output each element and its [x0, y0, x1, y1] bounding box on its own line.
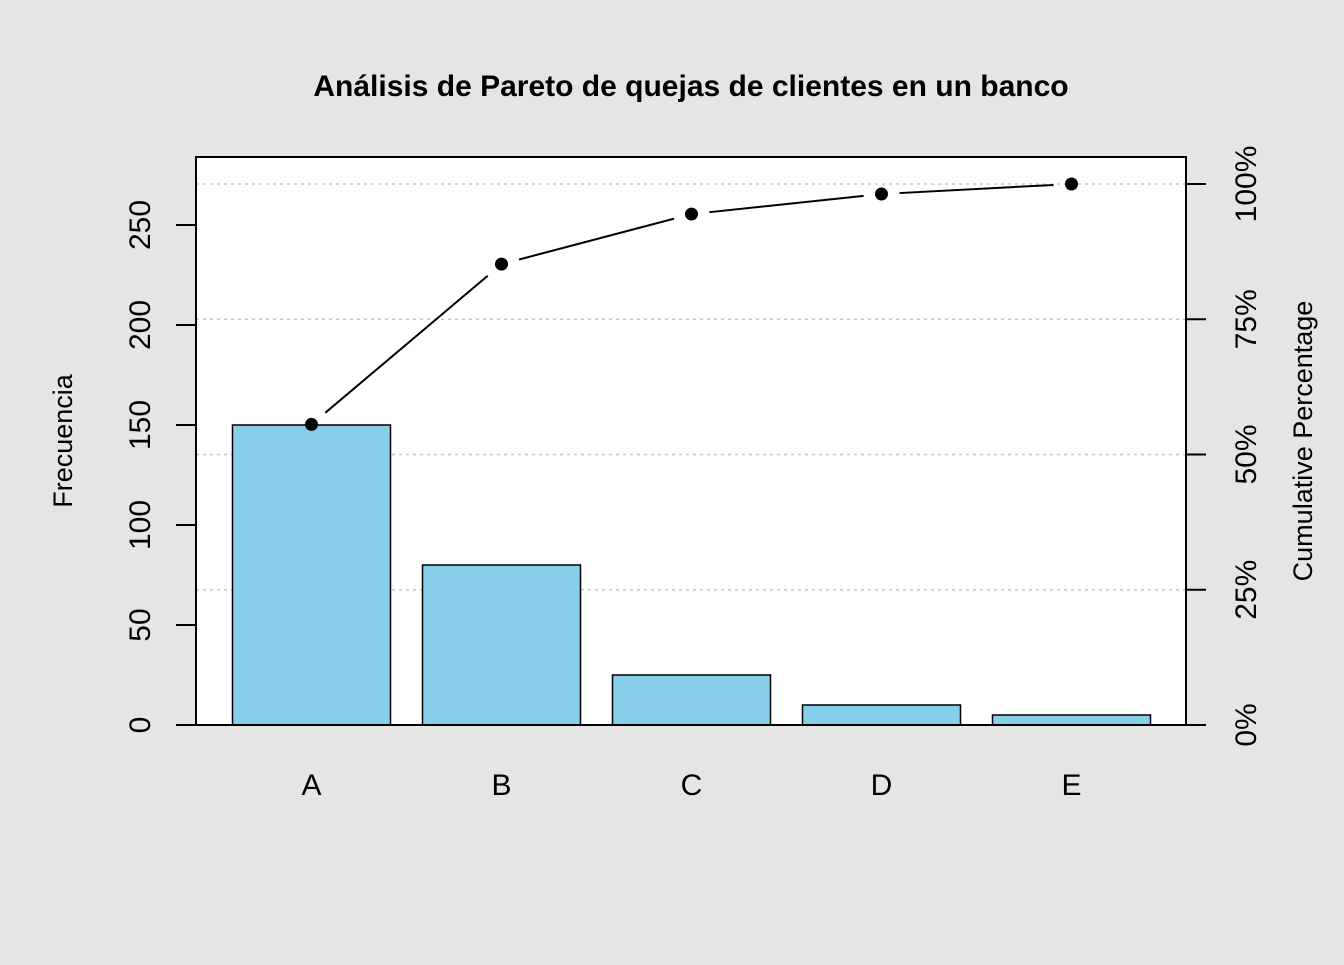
bar-C	[611, 674, 772, 726]
right-tick-label-75: 75%	[1230, 289, 1263, 349]
cumulative-point-A	[305, 417, 318, 431]
bar-E	[991, 714, 1152, 726]
category-label-D: D	[871, 769, 893, 802]
right-tick-label-25: 25%	[1230, 560, 1263, 620]
category-label-C: C	[681, 769, 703, 802]
cumulative-point-C	[685, 207, 698, 221]
left-tick-label-100: 100	[124, 500, 157, 550]
right-tick-label-0: 0%	[1230, 703, 1263, 746]
left-tick-label-200: 200	[124, 300, 157, 350]
chart-title: Análisis de Pareto de quejas de clientes…	[313, 70, 1068, 103]
cumulative-segment-2	[709, 194, 864, 214]
cumulative-point-B	[495, 257, 508, 271]
cumulative-segment-3	[899, 183, 1054, 195]
cumulative-point-D	[875, 187, 888, 201]
bars-layer	[231, 424, 1152, 726]
category-label-A: A	[301, 769, 321, 802]
cumulative-point-E	[1065, 177, 1078, 191]
left-tick-label-150: 150	[124, 400, 157, 450]
bar-A	[231, 424, 392, 726]
right-axis: 0% 25% 50% 75% 100%	[1185, 146, 1263, 747]
category-label-B: B	[491, 769, 511, 802]
category-label-E: E	[1061, 769, 1081, 802]
category-axis: A B C D E	[176, 724, 1206, 802]
right-tick-label-50: 50%	[1230, 424, 1263, 484]
left-tick-label-50: 50	[124, 608, 157, 641]
right-tick-label-100: 100%	[1230, 146, 1263, 223]
left-tick-label-0: 0	[124, 717, 157, 734]
cumulative-segment-1	[518, 217, 675, 261]
left-tick-label-250: 250	[124, 200, 157, 250]
cumulative-segment-0	[324, 274, 489, 414]
bar-B	[421, 564, 582, 726]
y2-axis-label: Cumulative Percentage	[1288, 301, 1318, 582]
cumulative-line-layer	[305, 177, 1078, 431]
y-axis-label: Frecuencia	[48, 373, 78, 508]
bar-D	[801, 704, 962, 726]
